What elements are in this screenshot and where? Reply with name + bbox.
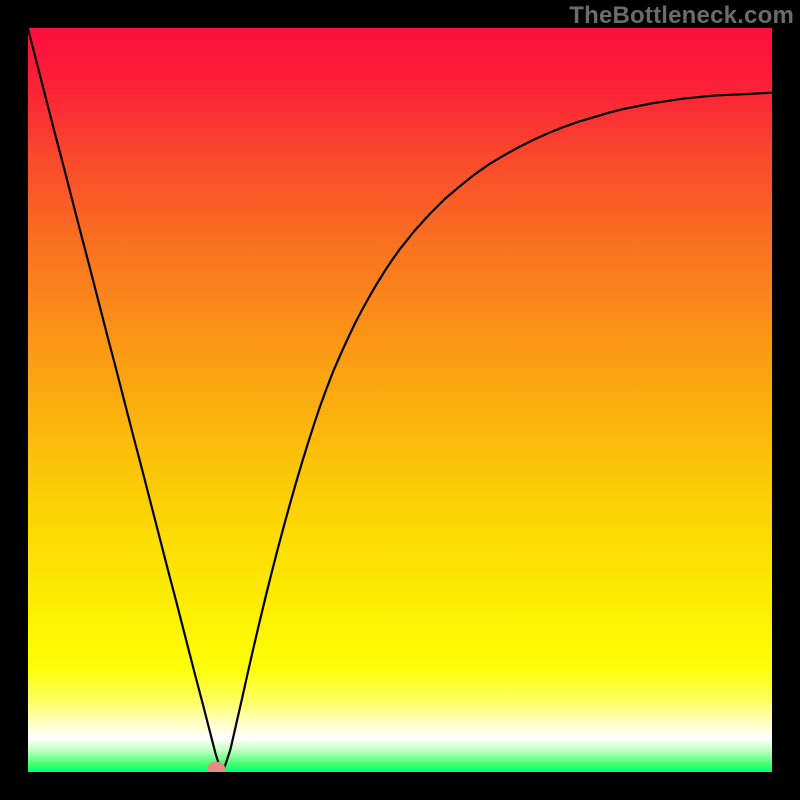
- attribution-text: TheBottleneck.com: [569, 2, 794, 30]
- plot-background: [28, 28, 772, 772]
- outer-frame: TheBottleneck.com: [0, 0, 800, 800]
- plot-area: [28, 28, 772, 772]
- plot-svg: [28, 28, 772, 772]
